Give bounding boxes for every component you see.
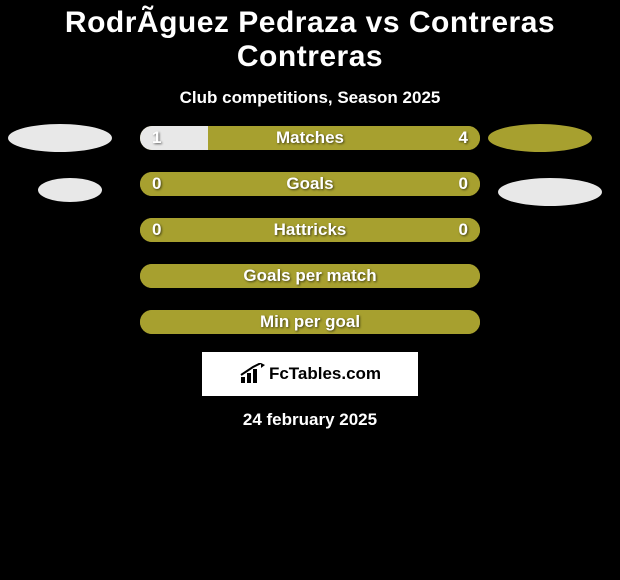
right-photo-placeholder-1 [488,124,592,152]
left-photo-placeholder-2 [38,178,102,202]
brand-box: FcTables.com [202,352,418,396]
stat-bar-right-fill [140,172,480,196]
stat-bar-left-fill [140,126,208,150]
subtitle: Club competitions, Season 2025 [0,88,620,108]
brand-chart-icon [239,363,265,385]
brand-text: FcTables.com [269,364,381,384]
stat-bar: 0 Hattricks 0 [140,218,480,242]
stat-bar-right-fill [140,218,480,242]
stat-bar-right-fill [140,264,480,288]
stat-bar: 0 Goals 0 [140,172,480,196]
stat-bars: 1 Matches 4 0 Goals 0 0 Hattricks 0 Goal… [140,126,480,334]
stat-bar: 1 Matches 4 [140,126,480,150]
right-photo-placeholder-2 [498,178,602,206]
left-photo-placeholder-1 [8,124,112,152]
stat-bar: Min per goal [140,310,480,334]
stat-bar-right-fill [140,310,480,334]
page-title: RodrÃ­guez Pedraza vs Contreras Contrera… [0,0,620,74]
date-text: 24 february 2025 [0,410,620,430]
stat-bar: Goals per match [140,264,480,288]
stat-bar-right-fill [208,126,480,150]
